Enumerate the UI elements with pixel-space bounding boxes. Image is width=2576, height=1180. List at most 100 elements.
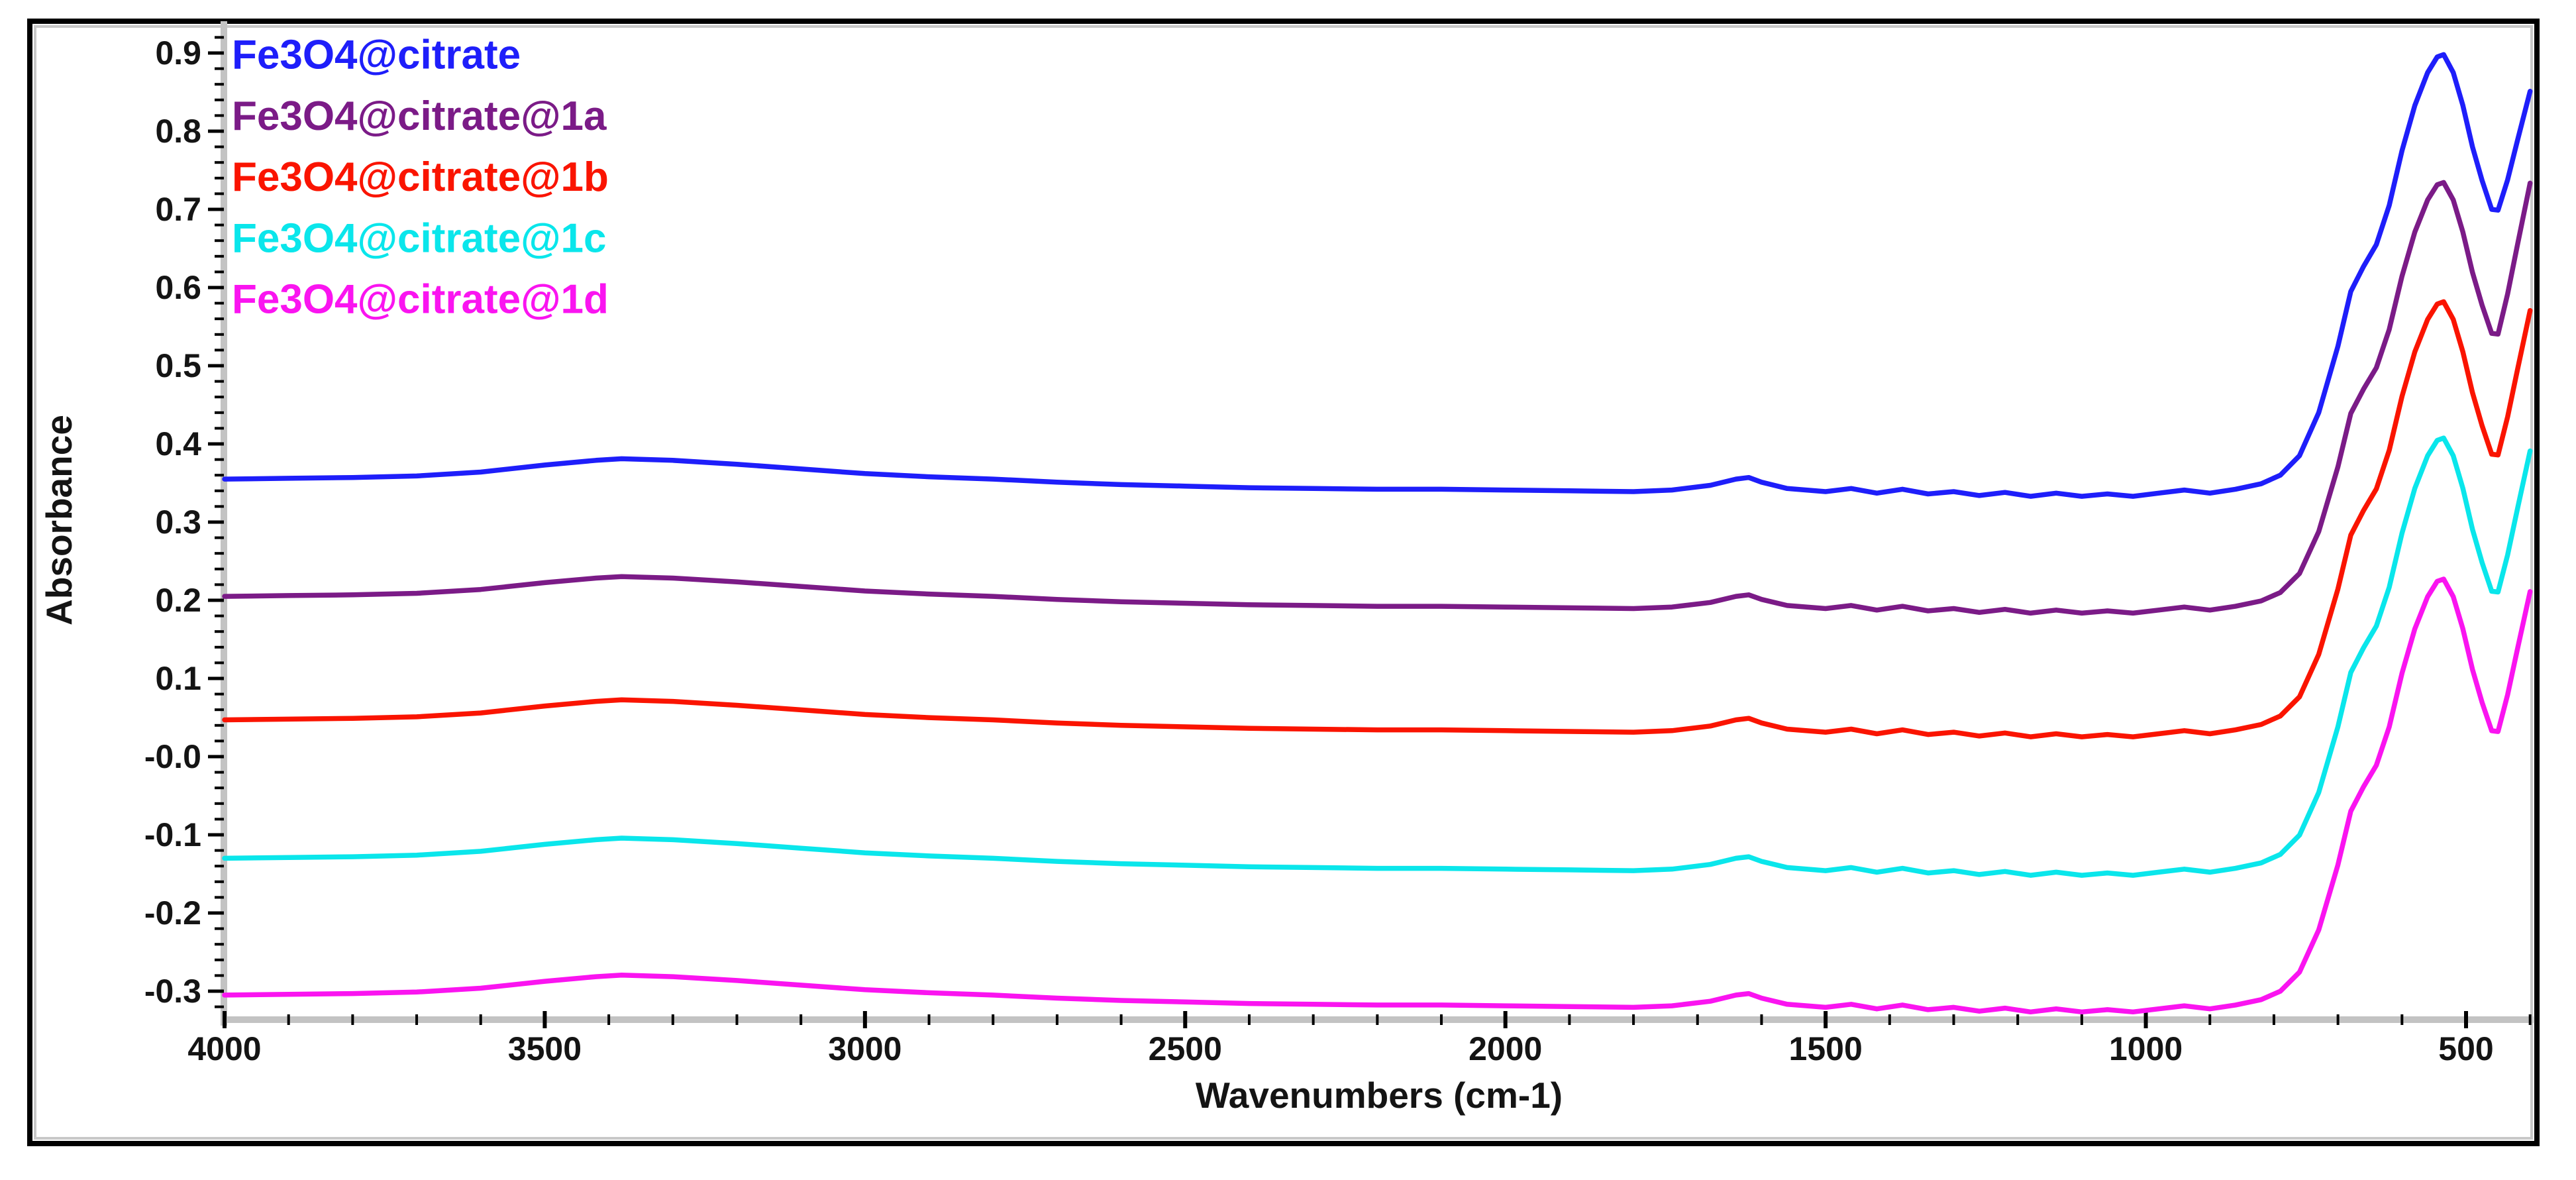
y-minor-tick [215,427,224,430]
y-tick-label: 0.3 [155,504,201,541]
figure-frame [27,19,2540,1146]
y-minor-tick [215,67,224,70]
x-minor-tick [479,1014,482,1025]
y-minor-tick [215,896,224,899]
x-minor-tick [735,1014,739,1025]
x-tick-label: 3000 [828,1030,902,1067]
x-minor-tick [2528,1014,2532,1025]
x-tick-label: 3500 [508,1030,582,1067]
y-minor-tick [215,223,224,227]
x-major-tick [1824,1011,1828,1028]
y-tick-label: 0.5 [155,347,201,384]
y-minor-tick [215,114,224,117]
x-tick-label: 2000 [1468,1030,1542,1067]
y-minor-tick [215,661,224,665]
y-minor-tick [215,786,224,790]
spectrum-fe3o4-citrate [222,52,2533,499]
x-minor-tick [415,1014,419,1025]
x-minor-tick [1312,1014,1315,1025]
x-major-tick [542,1011,547,1028]
x-minor-tick [1632,1014,1635,1025]
y-minor-tick [215,708,224,712]
x-tick-label: 4000 [187,1030,261,1067]
y-minor-tick [215,301,224,305]
y-minor-tick [215,98,224,101]
y-major-tick [208,520,224,524]
spectrum-fe3o4-citrate-1b [222,299,2533,739]
y-minor-tick [215,739,224,743]
y-minor-tick [215,567,224,570]
x-minor-tick [607,1014,611,1025]
x-minor-tick [2016,1014,2020,1025]
x-minor-tick [671,1014,674,1025]
x-minor-tick [1696,1014,1699,1025]
x-minor-tick [1440,1014,1443,1025]
x-major-tick [862,1011,867,1028]
y-minor-tick [215,849,224,852]
y-minor-tick [215,36,224,39]
y-minor-tick [215,192,224,195]
y-minor-tick [215,818,224,821]
x-minor-tick [2336,1014,2340,1025]
y-minor-tick [215,692,224,696]
x-minor-tick [1568,1014,1571,1025]
y-minor-tick [215,239,224,242]
y-tick-label: -0.3 [144,973,201,1010]
y-minor-tick [215,583,224,586]
y-minor-tick [215,536,224,539]
y-minor-tick [215,176,224,180]
x-minor-tick [2272,1014,2275,1025]
y-major-tick [208,989,224,993]
y-tick-label: 0.4 [155,425,201,462]
y-tick-label: 0.8 [155,113,201,150]
y-minor-tick [215,474,224,477]
y-minor-tick [215,943,224,946]
y-tick-label: 0.9 [155,34,201,72]
x-minor-tick [992,1014,995,1025]
y-major-tick [208,911,224,915]
y-major-tick [208,833,224,837]
x-minor-tick [927,1014,931,1025]
x-minor-tick [1055,1014,1058,1025]
legend: Fe3O4@citrate Fe3O4@citrate@1a Fe3O4@citra… [232,32,609,323]
x-minor-tick [2208,1014,2212,1025]
x-minor-tick [351,1014,354,1025]
y-tick-label: 0.2 [155,582,201,619]
x-minor-tick [1952,1014,1955,1025]
y-tick-label: -0.0 [144,738,201,775]
y-major-tick [208,286,224,290]
y-minor-tick [215,1005,224,1008]
y-axis-title: Absorbance [38,415,79,625]
y-minor-tick [215,865,224,868]
x-minor-tick [2080,1014,2083,1025]
y-minor-tick [215,83,224,86]
x-minor-tick [1888,1014,1891,1025]
y-tick-label: 0.7 [155,191,201,228]
y-minor-tick [215,333,224,336]
y-major-tick [208,207,224,211]
axis-titles: Wavenumbers (cm-1) Absorbance [38,415,1563,1116]
y-minor-tick [215,645,224,649]
x-major-tick [1183,1011,1188,1028]
legend-item: Fe3O4@citrate [232,32,521,78]
x-tick-label: 2500 [1149,1030,1222,1067]
x-tick-label: 1000 [2109,1030,2183,1067]
x-major-tick [223,1011,227,1028]
y-tick-label: -0.2 [144,894,201,932]
x-minor-tick [287,1014,290,1025]
x-minor-tick [1247,1014,1251,1025]
y-minor-tick [215,270,224,274]
y-tick-label: 0.6 [155,269,201,306]
y-minor-tick [215,349,224,352]
y-minor-tick [215,396,224,399]
y-minor-tick [215,505,224,508]
y-minor-tick [215,974,224,977]
x-major-tick [1503,1011,1508,1028]
x-minor-tick [799,1014,803,1025]
y-major-tick [208,598,224,602]
x-tick-label: 500 [2438,1030,2493,1067]
y-major-tick [208,442,224,446]
legend-item: Fe3O4@citrate@1a [232,93,607,139]
x-minor-tick [1119,1014,1123,1025]
